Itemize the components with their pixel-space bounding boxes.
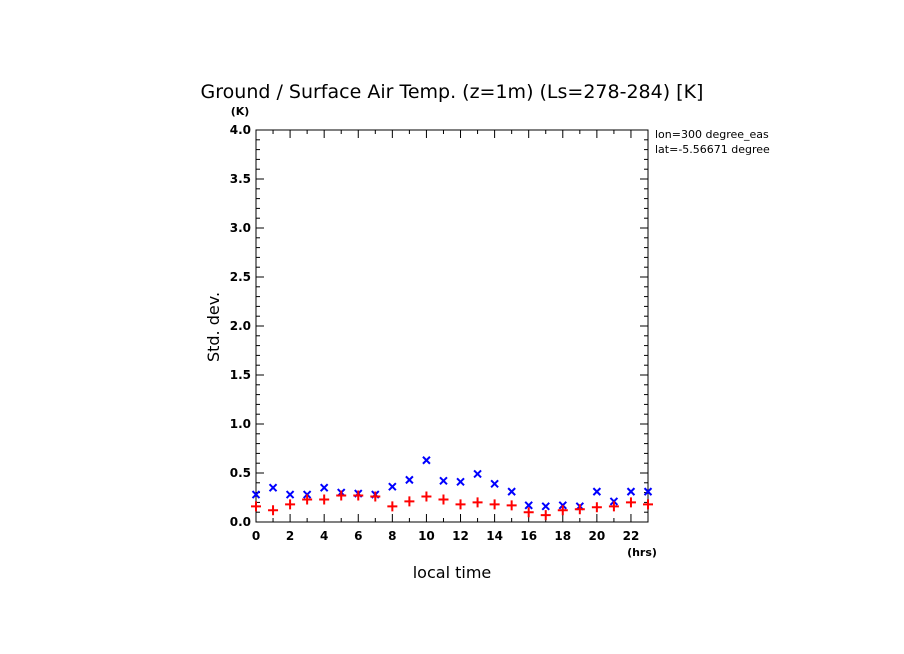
plus-marker (574, 504, 585, 515)
x-marker (285, 490, 295, 499)
axis-ticks (255, 129, 649, 523)
plus-marker (489, 499, 500, 510)
x-tick-label: 14 (486, 529, 503, 543)
annotation-lon: lon=300 degree_eas (655, 128, 769, 141)
plus-marker (625, 497, 636, 508)
plus-marker (302, 494, 313, 505)
x-marker (541, 502, 550, 511)
plus-marker (472, 497, 483, 508)
plus-marker (506, 500, 517, 511)
x-tick-label: 10 (418, 529, 435, 543)
plus-marker (591, 502, 602, 513)
plus-marker (268, 505, 279, 516)
tick-labels: 0 2 4 6 8 10 12 14 16 18 20 22 0.0 0.5 1.0 1.5 2.0 2.5 3.0… (230, 123, 640, 543)
x-marker (626, 487, 636, 496)
series-0 (251, 456, 653, 511)
x-tick-label: 18 (554, 529, 571, 543)
x-marker (507, 487, 516, 496)
y-tick-label: 0.0 (230, 515, 251, 529)
y-tick-label: 1.5 (230, 368, 251, 382)
plus-marker (643, 499, 653, 510)
plus-marker (608, 501, 619, 512)
plus-marker (404, 496, 415, 507)
plus-marker (285, 499, 296, 510)
x-marker (592, 487, 602, 496)
x-tick-label: 2 (286, 529, 294, 543)
data-marks (251, 456, 653, 521)
x-tick-label: 20 (589, 529, 606, 543)
x-tick-label: 16 (520, 529, 537, 543)
plus-marker (455, 499, 466, 510)
chart-title: Ground / Surface Air Temp. (z=1m) (Ls=27… (201, 81, 704, 103)
x-marker (268, 483, 278, 492)
x-axis-label: local time (413, 563, 492, 582)
plus-marker (438, 494, 449, 505)
x-marker (251, 490, 261, 499)
y-tick-label: 3.5 (230, 172, 251, 186)
x-marker (405, 475, 414, 485)
y-tick-label: 2.5 (230, 270, 251, 284)
x-tick-label: 22 (623, 529, 640, 543)
plus-marker (353, 490, 364, 501)
x-marker (524, 501, 533, 510)
x-tick-label: 4 (320, 529, 328, 543)
x-marker (456, 477, 465, 487)
plus-marker (251, 501, 261, 512)
plus-marker (421, 491, 432, 502)
y-axis-unit: (K) (231, 105, 250, 118)
y-tick-label: 3.0 (230, 221, 251, 235)
plus-marker (387, 501, 398, 512)
x-marker (439, 476, 448, 486)
y-tick-label: 4.0 (230, 123, 251, 137)
x-marker (319, 483, 329, 492)
x-tick-label: 0 (252, 529, 260, 543)
x-marker (388, 482, 397, 491)
series-1 (251, 490, 653, 521)
plus-marker (540, 510, 551, 521)
x-marker (473, 469, 482, 479)
x-marker (422, 456, 431, 465)
x-tick-label: 12 (452, 529, 469, 543)
x-axis-unit: (hrs) (627, 546, 657, 559)
plot-frame (255, 129, 649, 523)
y-axis-label: Std. dev. (204, 292, 223, 362)
x-marker (643, 487, 653, 496)
annotation-lat: lat=-5.56671 degree (655, 143, 770, 156)
y-tick-label: 2.0 (230, 319, 251, 333)
y-tick-label: 1.0 (230, 417, 251, 431)
x-tick-label: 8 (388, 529, 396, 543)
plus-marker (370, 491, 381, 502)
y-tick-label: 0.5 (230, 466, 251, 480)
x-marker (490, 479, 499, 488)
x-tick-label: 6 (354, 529, 362, 543)
plus-marker (336, 490, 347, 501)
plus-marker (523, 507, 534, 518)
plus-marker (557, 505, 568, 516)
plus-marker (319, 494, 330, 505)
